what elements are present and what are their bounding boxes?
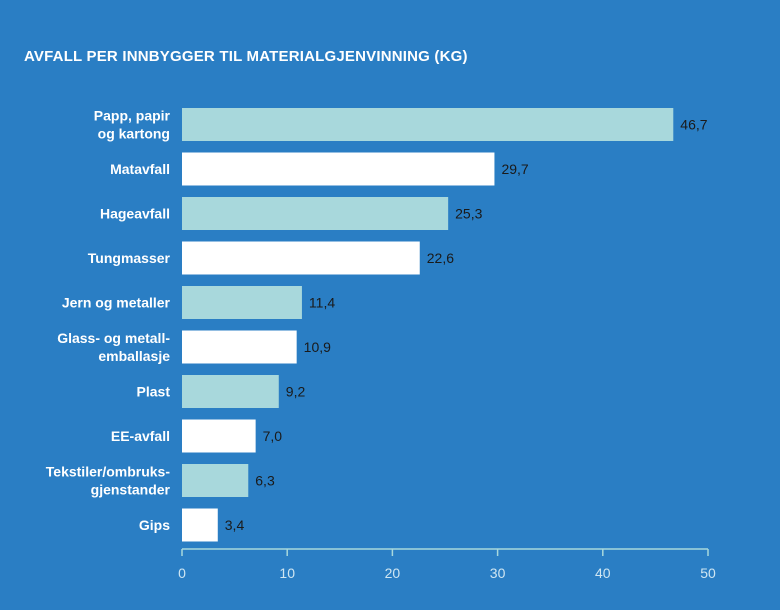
value-label-5: 10,9 <box>304 339 331 355</box>
value-label-0: 46,7 <box>680 117 707 133</box>
bar-3 <box>182 241 420 275</box>
chart-title: AVFALL PER INNBYGGER TIL MATERIALGJENVIN… <box>24 48 468 65</box>
category-label-9: Gips <box>139 517 170 533</box>
category-label-0-line-1: og kartong <box>98 126 170 142</box>
category-label-0-line-0: Papp, papir <box>94 108 171 124</box>
category-label-8-line-0: Tekstiler/ombruks- <box>46 464 171 480</box>
category-label-7: EE-avfall <box>111 428 170 444</box>
bar-7 <box>182 419 256 453</box>
category-label-8-line-1: gjenstander <box>91 482 171 498</box>
category-label-4: Jern og metaller <box>62 295 171 311</box>
bar-2 <box>182 197 449 230</box>
category-label-1: Matavfall <box>110 161 170 177</box>
x-tick-label-5: 50 <box>700 565 716 581</box>
bar-6 <box>182 375 279 408</box>
value-label-9: 3,4 <box>225 517 245 533</box>
x-tick-label-2: 20 <box>385 565 401 581</box>
x-tick-label-3: 30 <box>490 565 506 581</box>
category-label-5-line-1: emballasje <box>98 348 170 364</box>
category-label-6: Plast <box>137 384 171 400</box>
value-label-6: 9,2 <box>286 384 306 400</box>
value-label-3: 22,6 <box>427 250 454 266</box>
value-label-8: 6,3 <box>255 473 275 489</box>
value-label-2: 25,3 <box>455 206 482 222</box>
bar-8 <box>182 464 249 497</box>
bar-4 <box>182 286 302 319</box>
bar-0 <box>182 108 674 141</box>
category-label-5-line-0: Glass- og metall- <box>57 330 170 346</box>
category-label-3: Tungmasser <box>88 250 171 266</box>
value-label-7: 7,0 <box>263 428 283 444</box>
value-label-4: 11,4 <box>309 295 335 311</box>
category-label-2: Hageavfall <box>100 206 170 222</box>
bar-9 <box>182 508 218 542</box>
bar-5 <box>182 330 297 364</box>
x-tick-label-4: 40 <box>595 565 611 581</box>
x-tick-label-1: 10 <box>279 565 295 581</box>
bar-1 <box>182 152 495 186</box>
value-label-1: 29,7 <box>501 161 528 177</box>
x-tick-label-0: 0 <box>178 565 186 581</box>
